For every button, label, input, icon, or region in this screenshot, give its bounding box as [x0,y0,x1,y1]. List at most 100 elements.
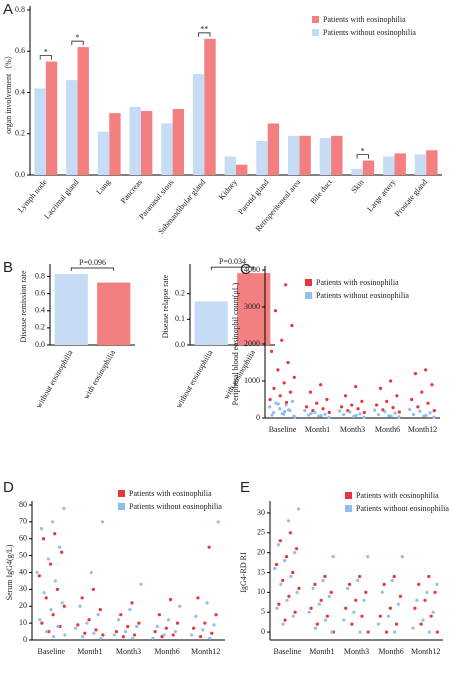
point [319,598,323,602]
point [76,623,80,627]
legend-swatch [312,16,319,23]
point [295,590,299,594]
point [290,323,294,328]
point [422,414,426,418]
point [175,621,180,625]
point [325,614,329,618]
point [280,338,284,342]
bar [319,137,332,175]
point [51,520,55,524]
x-tick-label: Month3 [344,647,369,656]
legend-swatch [118,490,125,497]
point [280,411,284,416]
point [362,410,366,415]
point [358,574,362,579]
point [327,594,331,598]
y-tick-label: 30 [19,584,27,593]
p-value: P=0.096 [79,258,106,267]
significance-label: * [44,47,48,56]
point [313,582,317,587]
point [81,635,85,639]
point [376,622,381,626]
bar [109,113,121,175]
y-tick-label: 70 [19,517,27,526]
point [433,590,437,594]
point [356,407,360,411]
point [309,606,313,610]
point [212,623,216,627]
bar [299,135,311,175]
legend-swatch [345,505,352,512]
point [306,413,311,417]
point [283,409,287,413]
point [352,414,356,419]
x-tick-label: with eosinophilia [82,348,118,401]
point [208,636,212,640]
bar [97,282,131,345]
point [430,383,434,387]
significance-bracket [39,55,52,60]
bar [224,156,236,175]
point [362,598,366,602]
point [323,412,327,416]
point [323,574,327,579]
point [63,633,67,637]
point [128,608,132,612]
y-tick-label: 0 [261,627,265,636]
point [321,578,325,583]
y-axis-title: Serum IgG4(g/L) [5,544,14,600]
bar [236,164,248,175]
point [275,606,279,610]
point [214,613,218,617]
bar [256,140,268,175]
y-tick-label: 0.4 [15,87,25,96]
point [389,379,393,383]
x-tick-label: Bile duct [308,177,334,206]
point [205,601,209,605]
point [391,406,395,410]
point [46,557,50,561]
point [216,520,220,524]
point [382,582,386,587]
point [269,349,274,353]
point [41,537,46,541]
x-tick-label: Baseline [38,647,66,656]
point [135,624,139,629]
point [311,586,315,590]
legend-swatch [305,279,312,286]
y-tick-label: 5 [261,607,265,616]
point [288,390,293,394]
point [380,590,384,594]
y-tick-label: 20 [19,601,27,610]
bar [66,80,78,175]
point [378,614,382,618]
y-tick-label: 15 [257,567,265,576]
point [315,622,319,626]
point [62,506,66,510]
bar [194,301,228,345]
point [44,596,48,600]
point [348,410,352,414]
significance-label: * [76,33,80,42]
point [286,519,291,523]
y-tick-label: 0.6 [15,46,25,55]
y-tick-label: 80 [19,500,27,509]
point [173,629,177,634]
bar [204,38,216,175]
point [157,613,161,617]
y-tick-label: 0 [23,635,27,644]
point [347,582,352,587]
point [343,394,348,398]
point [360,614,364,618]
y-tick-label: 40 [19,567,27,576]
point [74,626,78,630]
point [317,414,321,418]
point [387,414,391,418]
panel-label: C [240,261,251,278]
point [160,635,164,639]
point [284,283,288,287]
point [308,390,313,394]
point [278,539,282,543]
legend-label: Patients without eosinophilia [316,291,409,300]
